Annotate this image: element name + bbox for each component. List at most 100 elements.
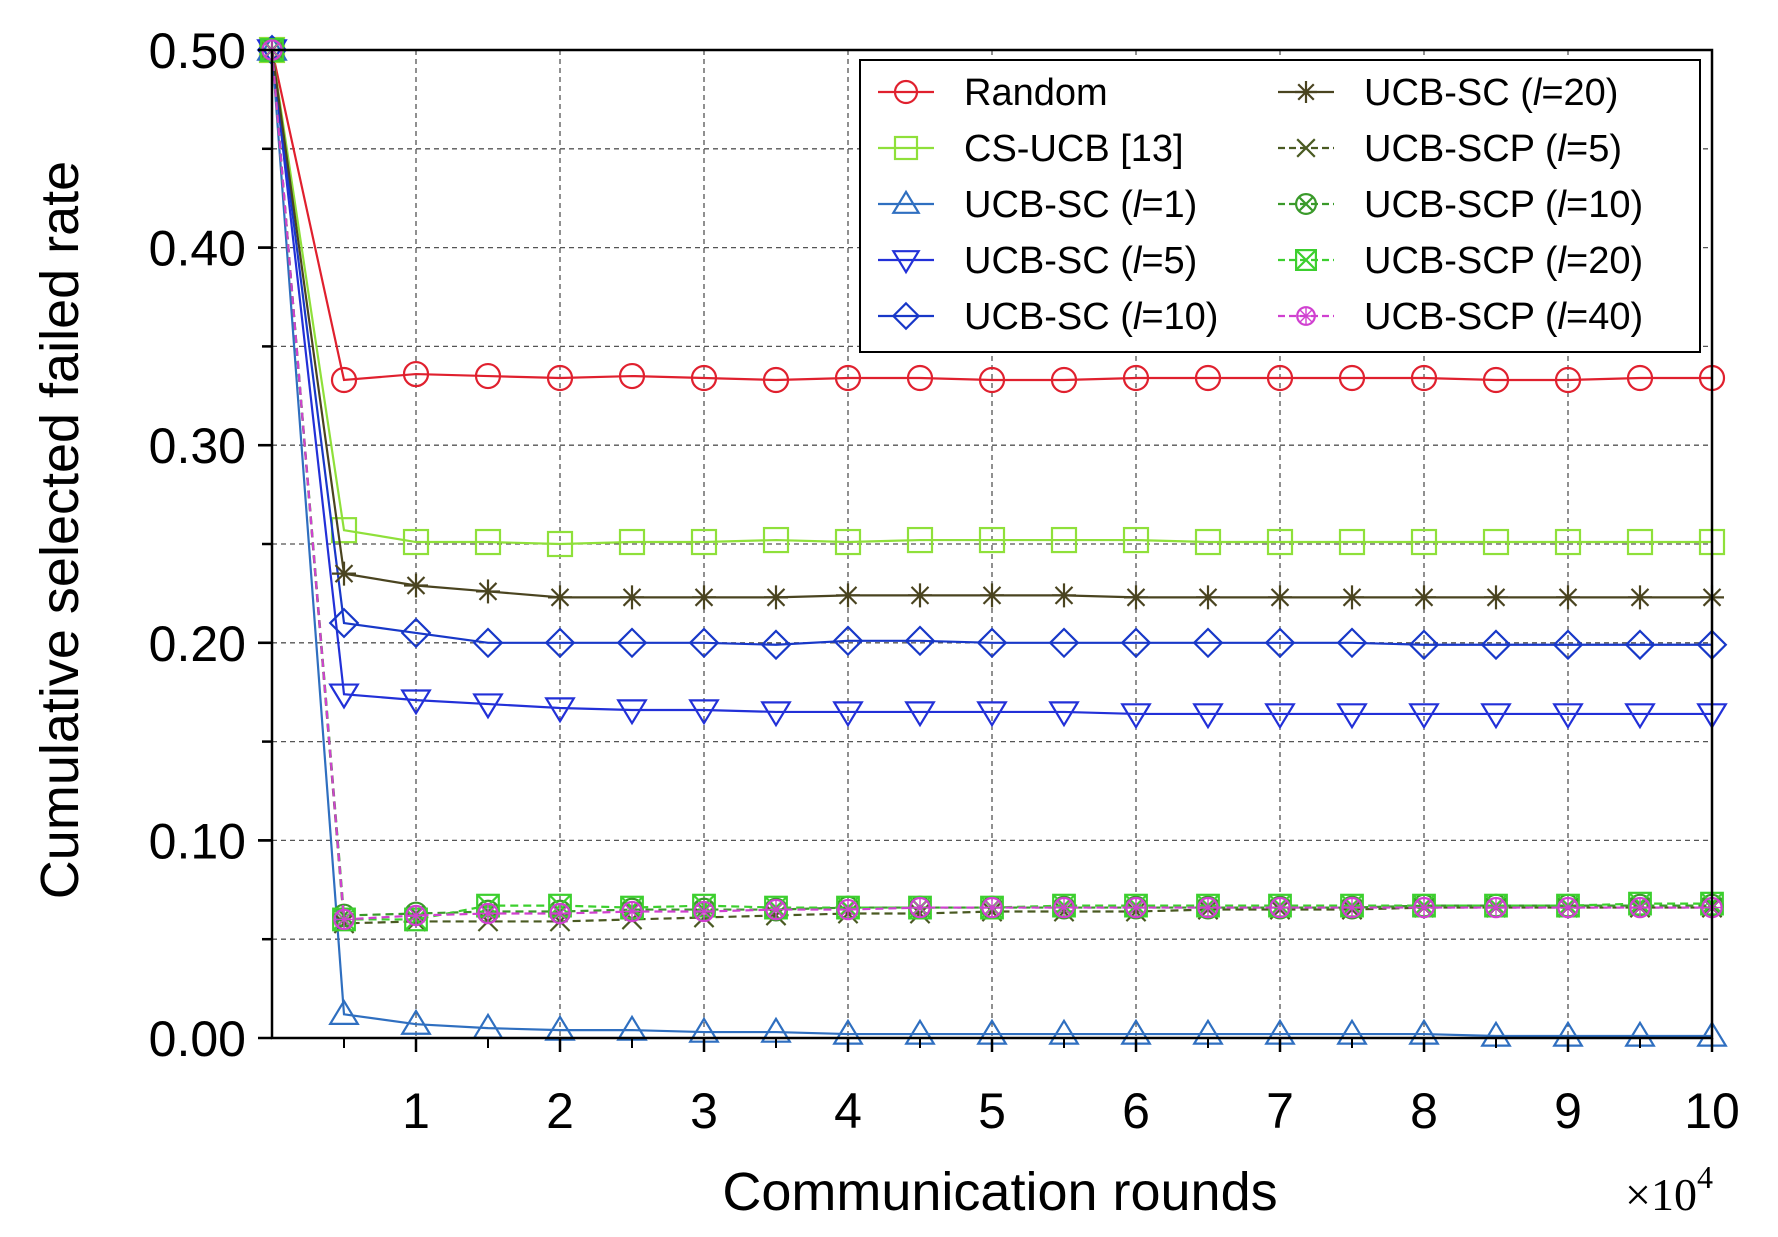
data-point xyxy=(760,629,792,661)
x-tick-label: 2 xyxy=(546,1083,574,1139)
data-point xyxy=(1408,703,1440,730)
data-point xyxy=(762,526,790,554)
legend-marker xyxy=(1296,306,1316,326)
data-point xyxy=(692,585,716,610)
legend-label: UCB-SCP (l=10) xyxy=(1364,184,1643,226)
data-point xyxy=(904,701,936,728)
data-point xyxy=(1624,629,1656,661)
data-point xyxy=(978,366,1006,394)
x-tick-label: 6 xyxy=(1122,1083,1150,1139)
data-point xyxy=(1410,364,1438,392)
legend-marker xyxy=(1294,193,1317,216)
legend-label: UCB-SC (l=10) xyxy=(964,296,1218,338)
data-point xyxy=(1122,364,1150,392)
data-point xyxy=(762,366,790,394)
legend-marker xyxy=(893,135,919,161)
legend-label: CS-UCB [13] xyxy=(964,128,1184,170)
legend-label: Random xyxy=(964,72,1108,114)
data-point xyxy=(400,689,432,716)
data-point xyxy=(1052,583,1076,608)
legend-label: UCB-SCP (l=5) xyxy=(1364,128,1622,170)
data-point xyxy=(690,364,718,392)
data-point xyxy=(976,627,1008,659)
data-point xyxy=(1336,703,1368,730)
legend-item: UCB-SCP (l=20) xyxy=(1278,240,1643,282)
data-point xyxy=(690,528,718,556)
data-point xyxy=(693,900,715,923)
data-point xyxy=(836,583,860,608)
x-tick-label: 1 xyxy=(402,1083,430,1139)
data-point xyxy=(1268,585,1292,610)
legend-label: UCB-SC (l=20) xyxy=(1364,72,1618,114)
data-point xyxy=(477,902,499,925)
data-point xyxy=(400,1008,432,1035)
data-point xyxy=(1410,528,1438,556)
data-point xyxy=(474,528,502,556)
data-point xyxy=(760,701,792,728)
data-point xyxy=(1336,627,1368,659)
series-1 xyxy=(258,36,1726,558)
data-point xyxy=(618,528,646,556)
data-point xyxy=(405,904,427,927)
data-point xyxy=(976,701,1008,728)
data-point xyxy=(908,583,932,608)
data-point xyxy=(1053,896,1075,919)
data-point xyxy=(1266,364,1294,392)
legend-item: UCB-SC (l=1) xyxy=(878,184,1197,226)
data-point xyxy=(1340,585,1364,610)
series-line xyxy=(270,49,1712,921)
data-point xyxy=(906,364,934,392)
data-point xyxy=(404,573,428,598)
x-axis-label: Communication rounds xyxy=(722,1162,1277,1222)
data-point xyxy=(616,699,648,726)
data-point xyxy=(688,699,720,726)
data-point xyxy=(1338,528,1366,556)
data-point xyxy=(476,579,500,604)
data-point xyxy=(1624,703,1656,730)
data-point xyxy=(1628,585,1652,610)
y-axis-label: Cumulative selected failed rate xyxy=(30,161,90,899)
data-point xyxy=(765,898,787,921)
legend-marker xyxy=(891,301,921,331)
legend-label: UCB-SC (l=5) xyxy=(964,240,1197,282)
x-tick-label: 7 xyxy=(1266,1083,1294,1139)
data-point xyxy=(904,625,936,657)
x-tick-label: 3 xyxy=(690,1083,718,1139)
data-point xyxy=(328,998,360,1025)
data-point xyxy=(544,1014,576,1041)
data-point xyxy=(1554,528,1582,556)
data-point xyxy=(1557,896,1579,919)
data-point xyxy=(330,366,358,394)
x-tick-label: 4 xyxy=(834,1083,862,1139)
axis-ticks: 1 2 3 4 5 6 7 8 9 10 0.00 0.10 0.20 0.30 0.40 0.50 xyxy=(149,23,1740,1139)
data-point xyxy=(1196,585,1220,610)
data-point xyxy=(1341,896,1363,919)
data-point xyxy=(544,697,576,724)
data-point xyxy=(1484,585,1508,610)
legend-marker xyxy=(1294,249,1317,272)
legend-marker xyxy=(891,250,921,275)
data-point xyxy=(1480,629,1512,661)
data-point xyxy=(1338,364,1366,392)
legend: Random CS-UCB [13] UCB-SC (l=1) UCB-SC (l=5… xyxy=(859,59,1701,353)
legend-marker xyxy=(891,189,921,214)
legend-item: UCB-SC (l=5) xyxy=(878,240,1197,282)
data-point xyxy=(546,530,574,558)
y-tick-label: 0.20 xyxy=(149,616,246,672)
data-point xyxy=(1048,627,1080,659)
data-point xyxy=(1194,528,1222,556)
data-point xyxy=(1412,585,1436,610)
series-line xyxy=(270,49,1712,1038)
data-point xyxy=(620,585,644,610)
data-point xyxy=(616,627,648,659)
data-point xyxy=(1408,629,1440,661)
data-point xyxy=(328,607,360,639)
data-point xyxy=(981,896,1003,919)
data-point xyxy=(616,1014,648,1041)
data-point xyxy=(1556,585,1580,610)
data-point xyxy=(332,561,356,586)
series-4 xyxy=(256,34,1728,661)
legend-item: UCB-SC (l=20) xyxy=(1278,72,1618,114)
data-point xyxy=(1629,896,1651,919)
